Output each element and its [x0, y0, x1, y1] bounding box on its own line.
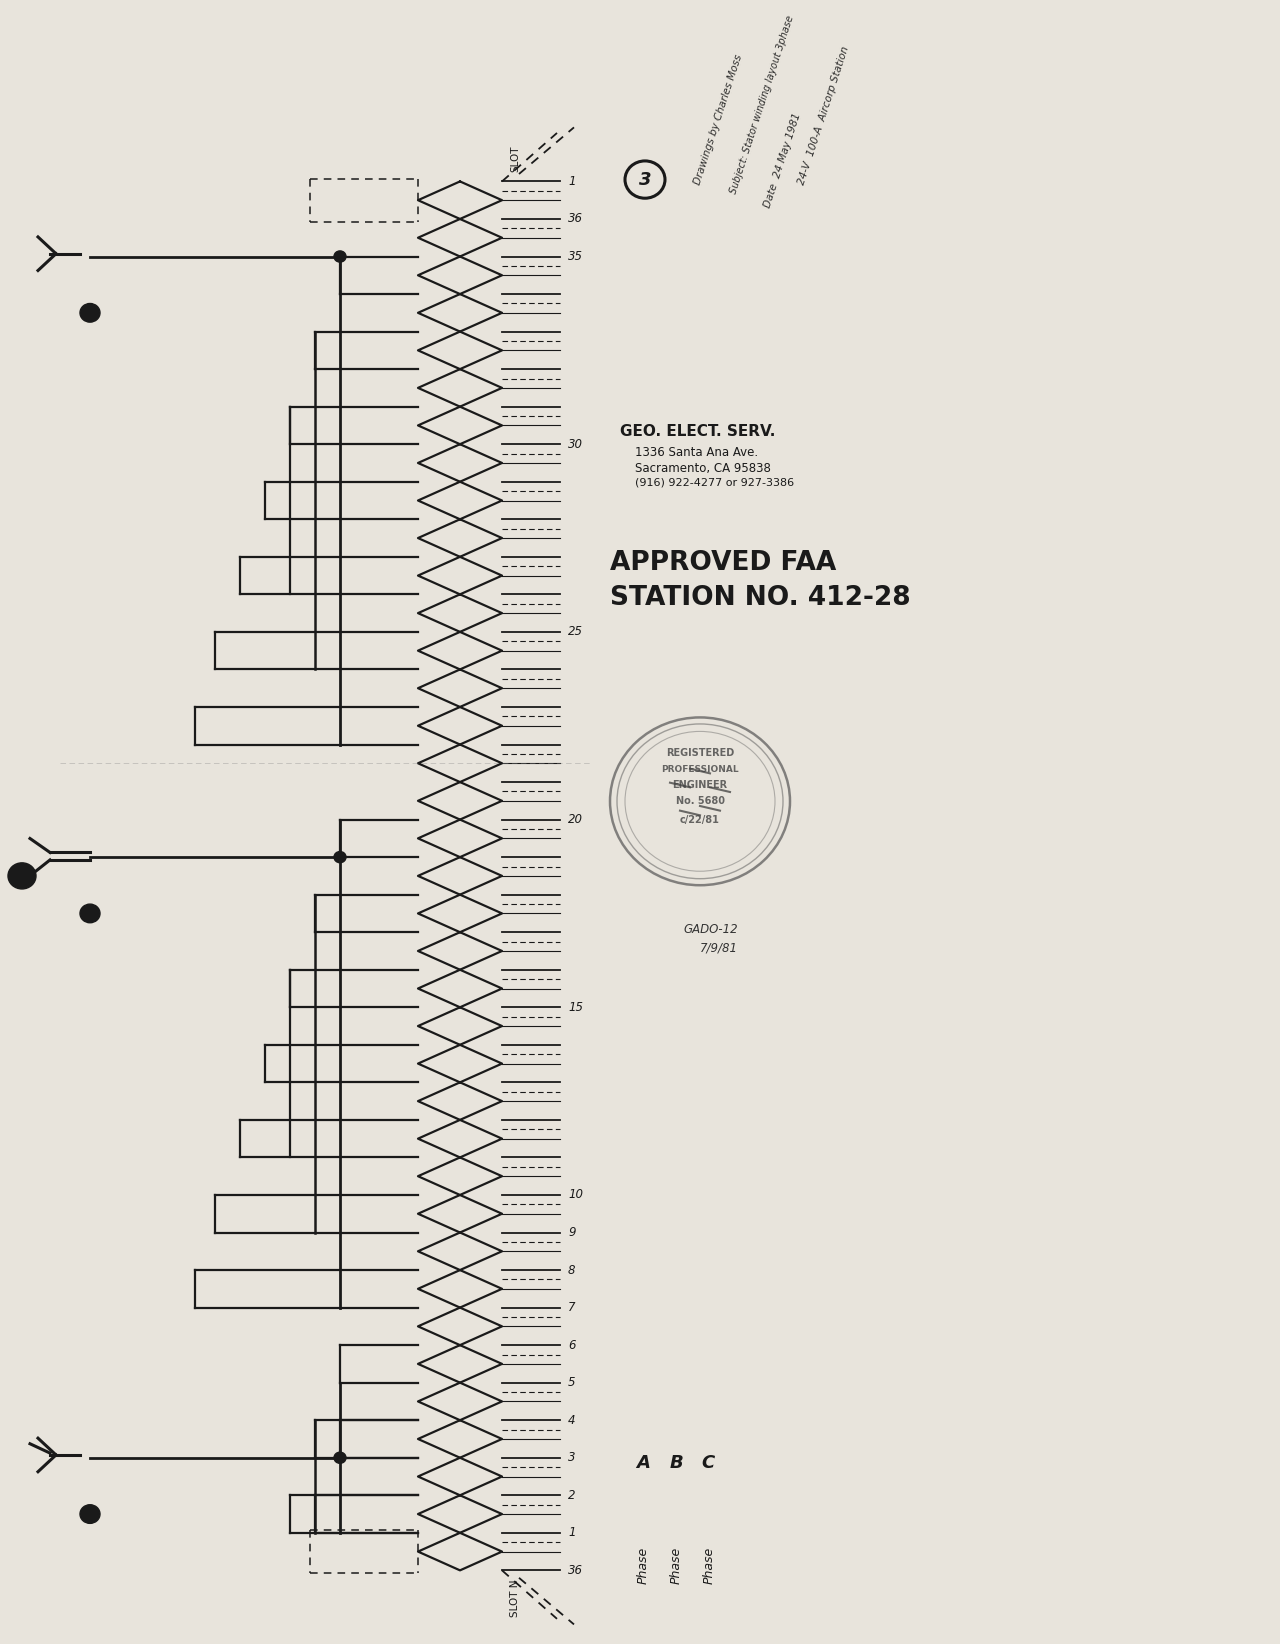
Text: No. 5680: No. 5680: [676, 796, 724, 806]
Text: 20: 20: [568, 814, 582, 825]
Circle shape: [334, 1452, 346, 1463]
Text: 8: 8: [568, 1264, 576, 1276]
Text: C: C: [701, 1455, 714, 1471]
Text: 35: 35: [568, 250, 582, 263]
Circle shape: [79, 1504, 100, 1524]
Text: Phase: Phase: [636, 1547, 649, 1585]
Text: c/22/81: c/22/81: [680, 815, 719, 825]
Text: 5: 5: [568, 1376, 576, 1389]
Text: SLOT: SLOT: [509, 146, 520, 173]
Text: Subject: Stator winding layout 3phase: Subject: Stator winding layout 3phase: [728, 15, 795, 196]
Text: GADO-12: GADO-12: [684, 922, 737, 935]
Text: 25: 25: [568, 625, 582, 638]
Text: 3: 3: [639, 171, 652, 189]
Circle shape: [334, 852, 346, 863]
Text: 10: 10: [568, 1189, 582, 1202]
Text: Phase: Phase: [669, 1547, 682, 1585]
Text: 1: 1: [568, 174, 576, 187]
Text: 30: 30: [568, 437, 582, 450]
Text: Date  24 May 1981: Date 24 May 1981: [762, 112, 803, 209]
Text: REGISTERED: REGISTERED: [666, 748, 735, 758]
Circle shape: [79, 904, 100, 922]
Text: Sacramento, CA 95838: Sacramento, CA 95838: [635, 462, 771, 475]
Text: 3: 3: [568, 1452, 576, 1465]
Text: STATION NO. 412-28: STATION NO. 412-28: [611, 585, 910, 612]
Text: 24-V  100-A  Aircorp Station: 24-V 100-A Aircorp Station: [796, 44, 850, 186]
Circle shape: [334, 252, 346, 261]
Text: 1336 Santa Ana Ave.: 1336 Santa Ana Ave.: [635, 446, 758, 459]
Text: B: B: [669, 1455, 682, 1471]
Circle shape: [8, 863, 36, 889]
Text: 6: 6: [568, 1338, 576, 1351]
Text: 9: 9: [568, 1226, 576, 1240]
Text: 15: 15: [568, 1001, 582, 1014]
Text: GEO. ELECT. SERV.: GEO. ELECT. SERV.: [620, 424, 776, 439]
Text: ENGINEER: ENGINEER: [672, 779, 727, 789]
Text: PROFESSIONAL: PROFESSIONAL: [662, 764, 739, 774]
Text: Drawings by Charles Moss: Drawings by Charles Moss: [692, 53, 744, 186]
Text: 4: 4: [568, 1414, 576, 1427]
Text: 7/9/81: 7/9/81: [700, 940, 739, 954]
Text: APPROVED FAA: APPROVED FAA: [611, 549, 836, 575]
Circle shape: [79, 304, 100, 322]
Text: 1: 1: [568, 1526, 576, 1539]
Text: 36: 36: [568, 212, 582, 225]
Text: (916) 922-4277 or 927-3386: (916) 922-4277 or 927-3386: [635, 478, 794, 488]
Text: 7: 7: [568, 1300, 576, 1314]
Text: A: A: [636, 1455, 650, 1471]
Text: 2: 2: [568, 1489, 576, 1501]
Text: 36: 36: [568, 1563, 582, 1577]
Text: Phase: Phase: [703, 1547, 716, 1585]
Text: SLOT N: SLOT N: [509, 1580, 520, 1618]
